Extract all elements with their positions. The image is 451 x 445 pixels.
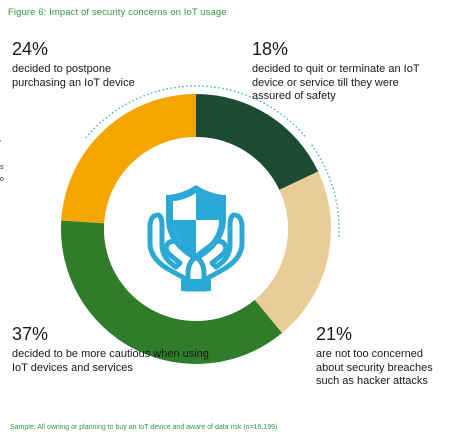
callout-not-concerned-percent: 21% — [316, 324, 353, 344]
edge-mark-1: ‘ — [0, 140, 2, 147]
dotted-ring — [85, 85, 340, 239]
callout-cautious-percent: 37% — [12, 324, 49, 344]
dotted-ring-arc-2 — [311, 144, 340, 239]
callout-cautious-text: decided to be more cautious when using I… — [12, 348, 209, 374]
donut-slice-quit — [196, 94, 319, 190]
callout-postpone-percent: 24% — [12, 39, 49, 59]
edge-mark-3: o — [0, 176, 4, 183]
shield-in-hands-icon — [147, 185, 245, 292]
donut-slice-cautious — [60, 220, 283, 364]
callout-postpone: 24% decided to postpone purchasing an Io… — [12, 39, 162, 90]
callout-quit-text: decided to quit or terminate an IoT devi… — [252, 63, 420, 102]
callout-not-concerned-text: are not too concerned about security bre… — [316, 348, 433, 387]
callout-postpone-text: decided to postpone purchasing an IoT de… — [12, 63, 135, 89]
donut-slice-postpone — [61, 94, 197, 224]
edge-mark-2: s — [0, 164, 4, 171]
donut-slice-not-concerned — [254, 171, 331, 334]
callout-not-concerned: 21% are not too concerned about security… — [316, 324, 446, 389]
donut-segments — [60, 94, 331, 364]
callout-quit: 18% decided to quit or terminate an IoT … — [252, 39, 422, 104]
callout-cautious: 37% decided to be more cautious when usi… — [12, 324, 212, 375]
figure-title: Figure 6: Impact of security concerns on… — [8, 7, 227, 18]
sample-note: Sample: All owning or planning to buy an… — [10, 424, 278, 431]
callout-quit-percent: 18% — [252, 39, 289, 59]
